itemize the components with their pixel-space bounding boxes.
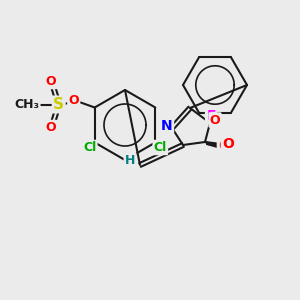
Text: O: O [45, 75, 56, 88]
Text: Cl: Cl [154, 141, 167, 154]
Text: F: F [206, 109, 216, 123]
Text: O: O [45, 121, 56, 134]
Text: O: O [210, 113, 220, 127]
Text: O: O [218, 139, 230, 153]
Text: H: H [125, 154, 135, 166]
Text: CH₃: CH₃ [14, 98, 39, 111]
Text: Cl: Cl [83, 141, 96, 154]
Text: O: O [222, 137, 234, 151]
Text: O: O [68, 94, 79, 107]
Text: S: S [53, 97, 64, 112]
Text: N: N [161, 119, 173, 133]
